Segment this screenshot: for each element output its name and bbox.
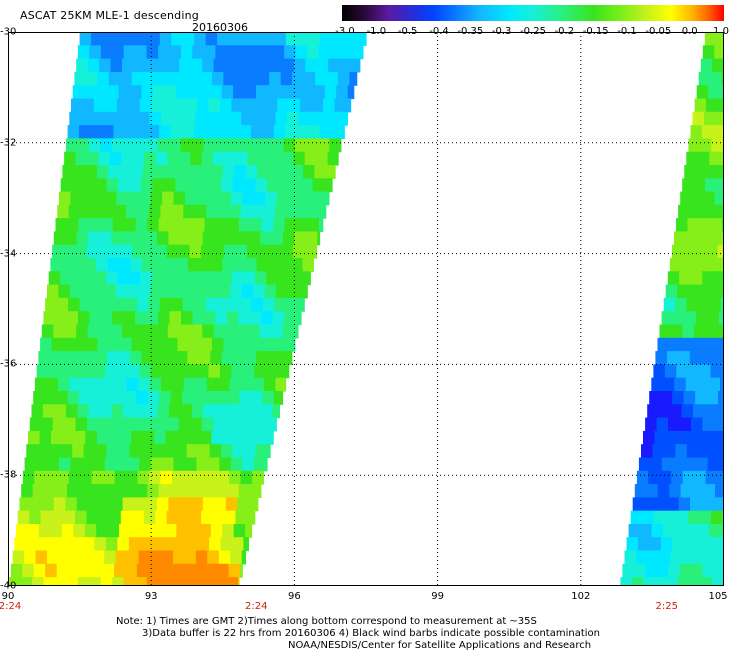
color-scale-tick: -0.35 — [457, 26, 484, 37]
longitude-label: 102 — [571, 591, 591, 602]
time-label: 2:24 — [244, 601, 268, 612]
map-plot — [8, 32, 724, 586]
longitude-label: 93 — [144, 591, 158, 602]
color-scale-tick: -1.0 — [366, 26, 387, 37]
latitude-label: -32 — [0, 137, 17, 149]
longitude-label: 90 — [1, 591, 15, 602]
latitude-label: -30 — [0, 26, 17, 38]
color-scale-tick: -0.3 — [491, 26, 512, 37]
color-scale-tick: -0.15 — [582, 26, 609, 37]
latitude-label: -36 — [0, 358, 17, 370]
color-scale-tick: 1.0 — [713, 26, 729, 37]
color-scale-tick: -0.4 — [429, 26, 449, 37]
time-label: 2:25 — [655, 601, 678, 612]
latitude-label: -40 — [0, 580, 17, 592]
west-swath — [9, 32, 367, 586]
map-canvas — [8, 32, 724, 586]
color-scale-bar — [342, 5, 724, 21]
longitude-label: 105 — [708, 591, 728, 602]
color-scale-tick: -0.2 — [554, 26, 575, 37]
color-scale-tick: -0.5 — [397, 26, 418, 37]
color-scale-tick: 0.0 — [681, 26, 698, 37]
color-scale-tick: -0.25 — [520, 26, 546, 37]
map-frame — [8, 32, 724, 586]
latitude-label: -34 — [0, 248, 17, 260]
color-scale-tick: -3.0 — [335, 26, 355, 37]
longitude-label: 96 — [288, 591, 301, 602]
time-label: 2:24 — [0, 601, 22, 612]
map-date: 20160306 — [192, 21, 248, 34]
longitude-label: 99 — [431, 591, 444, 602]
latitude-label: -38 — [0, 469, 17, 481]
footer-note-line2: 3)Data buffer is 22 hrs from 20160306 4)… — [142, 628, 600, 639]
map-title: ASCAT 25KM MLE-1 descending — [20, 9, 199, 22]
footer-credit: NOAA/NESDIS/Center for Satellite Applica… — [288, 640, 592, 651]
color-scale-tick: -0.05 — [645, 26, 672, 37]
color-scale-tick: -0.1 — [617, 26, 637, 37]
footer-note-line1: Note: 1) Times are GMT 2)Times along bot… — [116, 616, 537, 627]
east-swath — [620, 32, 724, 586]
